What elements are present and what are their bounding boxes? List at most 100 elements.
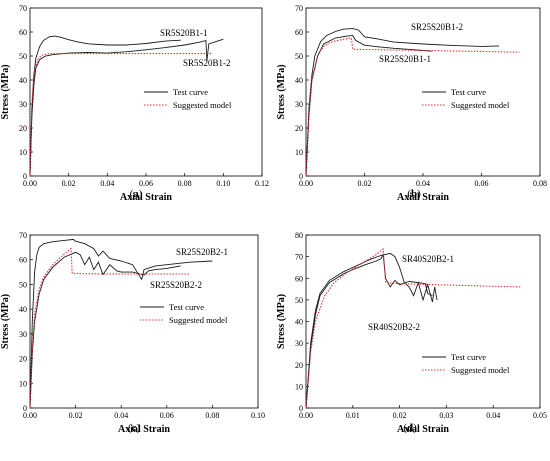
panel-label: (d) [403,422,417,434]
suggested-model-line [305,37,520,177]
y-tick-label: 60 [295,274,303,283]
panel-label: (a) [130,188,143,200]
curve-annotation: SR40S20B2-1 [402,254,454,264]
y-tick-label: 70 [19,4,27,13]
curve-annotation: SR40S20B2-2 [368,322,420,332]
x-tick-label: 0.01 [346,411,360,420]
curve-annotation: SR25S20B1-1 [379,54,431,64]
x-tick-label: 0.06 [139,179,153,188]
x-axis-label: Axial Strain [397,424,449,435]
legend: Test curve Suggested model [140,302,228,325]
y-tick-label: 60 [19,256,27,265]
legend-entry: Suggested model [173,100,232,110]
y-tick-label: 0 [23,172,27,181]
x-tick-label: 0.10 [251,411,265,420]
curve-annotation: SR5S20B1-1 [160,28,208,38]
y-tick-label: 10 [19,379,27,388]
legend: Test curve Suggested model [422,87,510,110]
y-tick-label: 60 [295,28,303,37]
plot-frame [29,234,259,409]
x-tick-label: 0.02 [358,179,372,188]
x-tick-label: 0.12 [255,179,269,188]
x-tick-label: 0.06 [475,179,489,188]
x-tick-label: 0.00 [23,179,37,188]
y-tick-label: 0 [23,404,27,413]
y-tick-label: 10 [295,148,303,157]
curve-annotation: SR25S20B1-2 [411,22,463,32]
x-tick-label: 0.08 [205,411,219,420]
y-tick-label: 10 [295,382,303,391]
chart-panel: 0.00 0.01 0.02 0.03 0.04 0.05 0 10 20 30 40 50 60 70 8… [276,231,547,435]
legend: Test curve Suggested model [422,352,510,375]
curve-annotation: SR5S20B1-2 [183,58,231,68]
test-curve-line [305,35,432,177]
y-tick-label: 50 [295,52,303,61]
y-tick-label: 20 [19,355,27,364]
test-curve-line [305,28,500,177]
x-tick-label: 0.00 [299,411,313,420]
x-tick-label: 0.04 [416,179,430,188]
y-tick-label: 80 [295,231,303,240]
y-tick-label: 30 [19,330,27,339]
y-tick-label: 20 [295,124,303,133]
x-tick-label: 0.05 [533,411,547,420]
legend-entry: Test curve [451,352,486,362]
y-axis-label: Stress (MPa) [0,294,11,349]
y-tick-label: 40 [295,76,303,85]
legend-entry: Test curve [169,302,204,312]
chart-panel: 0.00 0.02 0.04 0.06 0.08 0.10 0.12 0 10 20 30 40 50 6… [0,4,269,203]
y-tick-label: 40 [19,305,27,314]
x-tick-label: 0.04 [100,179,114,188]
y-tick-label: 30 [295,100,303,109]
legend-entry: Suggested model [169,315,228,325]
panel-label: (b) [407,188,421,200]
test-curve-line [305,252,433,409]
chart-panel: 0.00 0.02 0.04 0.06 0.08 0 10 20 30 40 50 60 70 Axial… [276,4,547,203]
y-tick-label: 50 [19,280,27,289]
y-tick-label: 50 [295,296,303,305]
test-curve-line [29,251,181,409]
test-curve-line [29,238,213,409]
panel-label: (c) [128,422,141,434]
y-tick-label: 0 [299,404,303,413]
x-tick-label: 0.03 [439,411,453,420]
x-tick-label: 0.04 [486,411,500,420]
x-tick-label: 0.02 [69,411,83,420]
x-tick-label: 0.02 [62,179,76,188]
y-tick-label: 70 [295,253,303,262]
y-tick-label: 10 [19,148,27,157]
suggested-model-line [29,53,212,177]
legend-entry: Test curve [173,87,208,97]
y-tick-label: 20 [295,361,303,370]
legend: Test curve Suggested model [144,87,232,110]
curve-annotation: SR25S20B2-1 [176,247,228,257]
x-tick-label: 0.08 [178,179,192,188]
x-axis-label: Axial Strain [397,192,449,203]
x-tick-label: 0.00 [23,411,37,420]
x-tick-label: 0.06 [160,411,174,420]
x-tick-label: 0.10 [216,179,230,188]
legend-entry: Test curve [451,87,486,97]
y-tick-label: 50 [19,52,27,61]
y-axis-label: Stress (MPa) [276,294,287,349]
x-axis-label: Axial Strain [118,424,170,435]
x-tick-label: 0.04 [114,411,128,420]
test-curve-line [305,252,438,409]
suggested-model-line [29,247,190,409]
y-tick-label: 40 [295,318,303,327]
legend-entry: Suggested model [451,365,510,375]
x-tick-label: 0.02 [393,411,407,420]
legend-entry: Suggested model [451,100,510,110]
y-axis-label: Stress (MPa) [0,64,11,119]
y-tick-label: 40 [19,76,27,85]
y-tick-label: 70 [295,4,303,13]
test-curve-line [29,35,181,177]
y-tick-label: 0 [299,172,303,181]
curve-annotation: SR25S20B2-2 [150,280,202,290]
y-tick-label: 20 [19,124,27,133]
x-axis-label: Axial Strain [120,192,172,203]
y-tick-label: 70 [19,231,27,240]
y-tick-label: 30 [19,100,27,109]
y-tick-label: 30 [295,339,303,348]
